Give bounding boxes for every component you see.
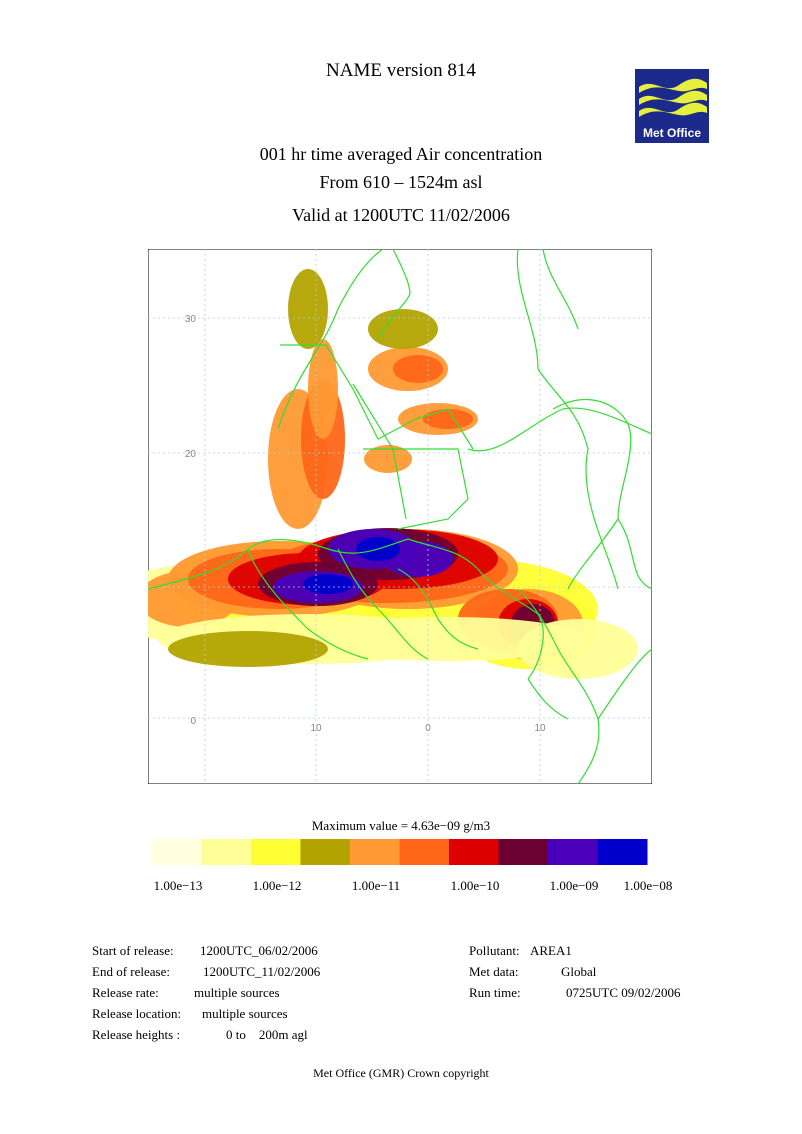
run-time-label: Run time: [469,985,521,1000]
scale-swatch [597,839,648,865]
maximum-value: Maximum value = 4.63e−09 g/m3 [311,818,491,833]
lat-label-0: 0 [190,716,196,727]
subtitle-height-range: From 610 – 1524m asl [319,172,483,192]
page-title: NAME version 814 [326,60,476,81]
scale-swatch [152,839,202,865]
met-data-value: Global [561,964,597,979]
run-time-value: 0725UTC 09/02/2006 [566,985,681,1000]
release-location-value: multiple sources [202,1006,288,1021]
scale-swatch [350,839,400,865]
lon-label-0: 0 [425,723,431,734]
release-rate-label: Release rate: [92,985,159,1000]
grid-lines [148,249,652,784]
release-heights-label: Release heights : [92,1027,181,1042]
country-borders [148,249,652,784]
met-office-logo: Met Office [635,69,709,143]
release-rate-value: multiple sources [194,985,280,1000]
release-heights-value: 0 to 200m agl [226,1027,308,1042]
scale-swatch [251,839,301,865]
pollutant-label: Pollutant: [469,943,520,958]
plume-blob [303,574,353,594]
start-release-label: Start of release: [92,943,174,958]
scale-swatch [548,839,598,865]
color-scale-bar [152,839,648,865]
plume-blob [364,445,412,473]
plume-blob [518,619,638,679]
plume-blob [383,541,453,577]
scale-tick-label: 1.00e−13 [153,878,203,893]
scale-tick-label: 1.00e−11 [351,878,401,893]
concentration-map: 30 20 0 10 0 10 [148,249,652,784]
met-data-label: Met data: [469,964,519,979]
end-release-label: End of release: [92,964,170,979]
scale-swatch [399,839,450,865]
plume-blob [308,617,588,661]
plume-blob [423,409,473,429]
valid-time: Valid at 1200UTC 11/02/2006 [292,205,510,225]
scale-tick-label: 1.00e−09 [549,878,599,893]
scale-swatch [300,839,351,865]
logo-text: Met Office [643,126,701,140]
scale-swatch [449,839,499,865]
scale-tick-label: 1.00e−12 [252,878,302,893]
subtitle-averaging: 001 hr time averaged Air concentration [259,144,543,164]
lat-lon-labels: 30 20 0 10 0 10 [185,314,546,734]
end-release-value: 1200UTC_11/02/2006 [203,964,321,979]
scale-tick-label: 1.00e−08 [623,878,673,893]
copyright-footer: Met Office (GMR) Crown copyright [313,1066,489,1080]
lat-label-20: 20 [185,449,197,460]
plume-blob [308,339,338,439]
lat-label-30: 30 [185,314,197,325]
plume-blob [368,309,438,349]
lon-label-10e: 10 [534,723,546,734]
plume-blob [168,631,328,667]
plume-layer [148,269,638,679]
scale-swatch [498,839,549,865]
lon-label-10w: 10 [310,723,322,734]
plume-blob [288,269,328,349]
scale-tick-label: 1.00e−10 [450,878,500,893]
pollutant-value: AREA1 [530,943,572,958]
release-location-label: Release location: [92,1006,182,1021]
scale-swatch [201,839,252,865]
start-release-value: 1200UTC_06/02/2006 [200,943,318,958]
plume-blob [393,355,443,383]
